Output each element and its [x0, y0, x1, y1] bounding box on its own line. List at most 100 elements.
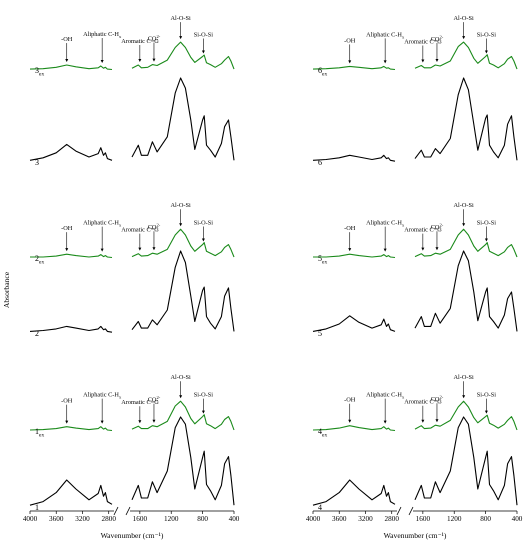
annotation-label: CO2-3 [148, 223, 161, 233]
annotation-label: Si-O-Si [477, 392, 496, 399]
sample-label: 3ex [35, 66, 44, 78]
annotation-label: Aromatic C=C [404, 399, 441, 406]
annotation-label: Al-O-Si [453, 15, 474, 22]
x-tick-label: 400 [512, 515, 523, 523]
arrow-head-icon [152, 58, 156, 62]
annotation-label: CO2-3 [148, 34, 161, 44]
spectrum-line [131, 41, 235, 70]
sample-label: 1ex [35, 427, 44, 439]
spectrum-line [414, 400, 518, 431]
x-tick-label: 3600 [49, 515, 64, 523]
annotation-label: CO2-3 [431, 35, 444, 45]
spectrum-line [414, 250, 518, 332]
annotation-label: Aliphatic C-Hx [366, 392, 405, 400]
sample-label: 2ex [35, 254, 44, 266]
annotation-label: Aromatic C=C [404, 227, 441, 234]
arrow-head-icon [462, 36, 466, 40]
arrow-head-icon [152, 247, 156, 251]
x-tick-label: 1600 [416, 515, 431, 523]
arrow-head-icon [348, 419, 352, 423]
annotation-label: Aliphatic C-Hx [366, 220, 405, 228]
spectrum-line [313, 253, 396, 259]
spectrum-line [29, 426, 113, 432]
arrow-head-icon [421, 419, 425, 423]
annotation-label: Aromatic C=C [121, 38, 158, 45]
arrow-head-icon [179, 395, 183, 399]
annotation-label: Aromatic C=C [404, 39, 441, 46]
annotation-label: CO2-3 [431, 223, 444, 233]
annotation-label: Aliphatic C-Hx [83, 31, 122, 39]
annotation-label: Al-O-Si [170, 202, 191, 209]
annotation-label: Si-O-Si [194, 392, 213, 399]
annotation-label: -OH [61, 398, 73, 405]
arrow-head-icon [138, 59, 142, 63]
arrow-head-icon [348, 248, 352, 252]
arrow-head-icon [435, 59, 439, 63]
annotation-label: CO2-3 [431, 395, 444, 405]
arrow-head-icon [484, 50, 488, 54]
annotation-label: -OH [61, 36, 73, 43]
x-tick-label: 4000 [306, 515, 321, 523]
arrow-head-icon [100, 248, 104, 252]
spectrum-6: 6 [312, 77, 518, 167]
spectrum-line [131, 250, 235, 332]
spectrum-2: 2 [29, 250, 235, 338]
spectrum-line [29, 143, 113, 161]
arrow-head-icon [383, 420, 387, 424]
axis-break-icon [396, 506, 414, 516]
annotation-label: Aromatic C=C [121, 227, 158, 234]
arrow-head-icon [152, 419, 156, 423]
spectrum-line [312, 65, 396, 71]
annotation-label: Aliphatic C-Hx [366, 31, 405, 39]
spectrum-line [312, 154, 396, 162]
x-tick-label: 1600 [133, 515, 148, 523]
arrow-head-icon [201, 50, 205, 54]
sample-label: 4 [318, 503, 322, 512]
spectrum-line [414, 228, 518, 258]
spectrum-line [131, 400, 235, 431]
left-panel: 4000 3600 3200 2800 1600 1200 800 400 Wavenumber… [23, 15, 240, 540]
spectrum-line [29, 479, 113, 506]
x-tick-label: 400 [229, 515, 240, 523]
annotation-label: Aliphatic C-Hx [83, 392, 122, 400]
spectrum-line [131, 416, 235, 506]
x-tick-label: 1200 [164, 515, 179, 523]
spectrum-line [312, 479, 396, 506]
x-tick-label: 3600 [332, 515, 347, 523]
x-tick-label: 2800 [385, 515, 400, 523]
arrow-head-icon [462, 223, 466, 227]
sample-label: 1 [35, 503, 39, 512]
spectrum-line [414, 77, 518, 161]
annotation-label: CO2-3 [148, 395, 161, 405]
arrow-head-icon [462, 395, 466, 399]
spectrum-4: 4 [312, 416, 518, 512]
x-tick-label: 3200 [358, 515, 373, 523]
annotation-label: Si-O-Si [477, 220, 496, 227]
sample-label: 2 [35, 329, 39, 338]
spectrum-5: 5 [312, 250, 518, 338]
x-tick-label: 2800 [102, 515, 117, 523]
axis-break-icon [113, 506, 131, 516]
spectrum-line [29, 64, 113, 71]
arrow-head-icon [435, 419, 439, 423]
arrow-head-icon [100, 59, 104, 63]
arrow-head-icon [179, 223, 183, 227]
x-tick-label: 3200 [75, 515, 90, 523]
annotation-label: -OH [344, 225, 356, 232]
y-axis-title: Absorbance [2, 271, 11, 308]
annotation-label: Si-O-Si [477, 32, 496, 39]
x-axis-title: Wavenumber (cm⁻¹) [101, 531, 164, 540]
sample-label: 5 [318, 329, 322, 338]
x-tick-label: 1200 [447, 515, 462, 523]
arrow-head-icon [383, 248, 387, 252]
arrow-head-icon [138, 247, 142, 251]
right-panel: 4000 3600 3200 2800 1600 1200 800 400 Wavenumber… [306, 15, 523, 540]
spectrum-line [312, 315, 396, 332]
arrow-head-icon [421, 59, 425, 63]
sample-label: 4ex [318, 427, 327, 439]
